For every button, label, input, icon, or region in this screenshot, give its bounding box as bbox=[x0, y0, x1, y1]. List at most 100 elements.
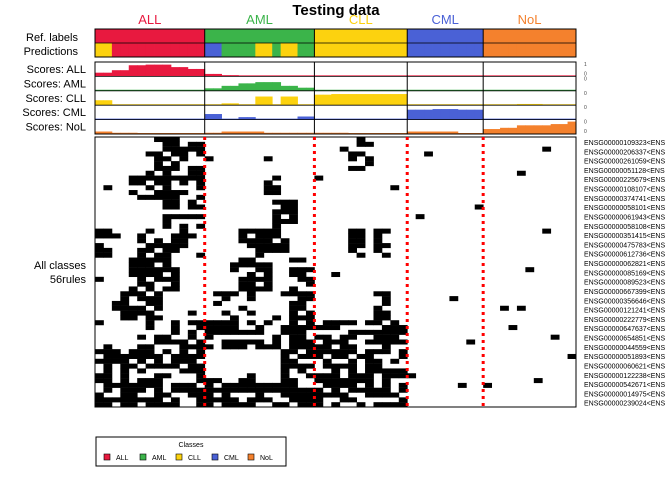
rule-cell bbox=[154, 402, 163, 408]
score-bar bbox=[449, 109, 459, 120]
score-bar bbox=[204, 88, 214, 91]
rule-cell bbox=[179, 190, 189, 196]
rule-cell bbox=[373, 233, 383, 239]
rule-cell bbox=[154, 353, 163, 359]
rule-cell bbox=[289, 315, 298, 321]
rule-cell bbox=[179, 339, 189, 345]
rule-cell bbox=[533, 378, 543, 384]
rule-cell bbox=[162, 373, 172, 379]
score-bar bbox=[305, 87, 315, 91]
rule-cell bbox=[137, 397, 147, 403]
rule-cell bbox=[365, 363, 374, 369]
rule-cell bbox=[263, 243, 273, 249]
rule-cell bbox=[103, 353, 113, 359]
prediction-cell bbox=[272, 43, 282, 57]
prediction-cell bbox=[365, 43, 374, 57]
prediction-cell bbox=[356, 43, 366, 57]
score-bar bbox=[542, 125, 552, 134]
legend-label-cml: CML bbox=[224, 455, 239, 462]
rule-cell bbox=[314, 325, 324, 331]
rule-cell bbox=[137, 262, 147, 268]
rule-cell bbox=[162, 339, 172, 345]
rule-cell bbox=[373, 368, 383, 374]
rule-cell bbox=[196, 170, 206, 176]
rule-cell bbox=[373, 315, 383, 321]
rule-cell bbox=[297, 305, 307, 311]
rule-cell bbox=[289, 291, 298, 297]
class-header-cml: CML bbox=[431, 12, 458, 27]
rule-cell bbox=[103, 247, 113, 253]
prediction-cell bbox=[424, 43, 433, 57]
rule-cell bbox=[162, 175, 172, 181]
rule-cell bbox=[154, 363, 163, 369]
rule-cell bbox=[381, 291, 391, 297]
rule-cell bbox=[466, 339, 476, 345]
rule-cell bbox=[162, 286, 172, 292]
rule-cell bbox=[297, 353, 307, 359]
rule-cell bbox=[297, 334, 307, 340]
rule-cell bbox=[145, 228, 155, 234]
rule-cell bbox=[196, 175, 206, 181]
rule-cell bbox=[137, 276, 147, 282]
legend-label-cll: CLL bbox=[188, 455, 201, 462]
gene-label: ENSG00000374741<ENS bbox=[584, 196, 665, 203]
score-bar bbox=[238, 117, 248, 120]
rule-cell bbox=[255, 276, 265, 282]
rule-cell bbox=[179, 344, 189, 350]
rule-cell bbox=[365, 320, 374, 326]
rule-cell bbox=[213, 325, 222, 331]
rule-cell bbox=[128, 180, 138, 186]
rule-cell bbox=[145, 402, 155, 408]
rule-cell bbox=[137, 233, 147, 239]
rule-cell bbox=[280, 387, 290, 393]
rule-cell bbox=[137, 238, 147, 244]
gene-label: ENSG00000058101<ENS bbox=[584, 205, 665, 212]
rule-cell bbox=[145, 243, 155, 249]
rule-cell bbox=[238, 305, 248, 311]
rule-cell bbox=[238, 329, 248, 335]
prediction-cell bbox=[204, 43, 214, 57]
rule-cell bbox=[449, 296, 459, 302]
rule-cell bbox=[230, 315, 239, 321]
rule-cell bbox=[103, 378, 113, 384]
rule-cell bbox=[162, 141, 172, 147]
rule-cell bbox=[390, 325, 400, 331]
rule-cell bbox=[305, 373, 315, 379]
rule-cell bbox=[289, 397, 298, 403]
rule-cell bbox=[297, 300, 307, 306]
rule-cell bbox=[331, 387, 341, 393]
prediction-cell bbox=[120, 43, 130, 57]
rule-cell bbox=[255, 286, 265, 292]
rule-cell bbox=[137, 378, 147, 384]
score-bar bbox=[508, 127, 518, 134]
rule-cell bbox=[170, 281, 180, 287]
rule-cell bbox=[297, 267, 307, 273]
score-bar bbox=[297, 87, 307, 91]
rule-cell bbox=[221, 397, 231, 403]
predictions-row-label: Predictions bbox=[24, 46, 79, 58]
score-bar bbox=[280, 96, 290, 106]
rule-cell bbox=[263, 233, 273, 239]
rule-cell bbox=[305, 344, 315, 350]
rule-cell bbox=[348, 243, 357, 249]
rule-cell bbox=[137, 353, 147, 359]
prediction-cell bbox=[213, 43, 222, 57]
rule-cell bbox=[381, 300, 391, 306]
rule-cell bbox=[204, 402, 214, 408]
rule-cell bbox=[128, 363, 138, 369]
rule-cell bbox=[255, 397, 265, 403]
rule-cell bbox=[154, 151, 163, 157]
score-bar bbox=[255, 82, 265, 91]
class-header-nol: NoL bbox=[518, 12, 542, 27]
rule-cell bbox=[196, 344, 206, 350]
rule-cell bbox=[246, 228, 256, 234]
score-row-label: Scores: AML bbox=[24, 78, 86, 90]
rule-cell bbox=[162, 402, 172, 408]
rule-cell bbox=[238, 402, 248, 408]
score-bar bbox=[255, 131, 265, 134]
rule-cell bbox=[221, 382, 231, 388]
rule-cell bbox=[137, 310, 147, 316]
rule-cell bbox=[381, 344, 391, 350]
rule-cell bbox=[196, 368, 206, 374]
rule-cell bbox=[238, 382, 248, 388]
